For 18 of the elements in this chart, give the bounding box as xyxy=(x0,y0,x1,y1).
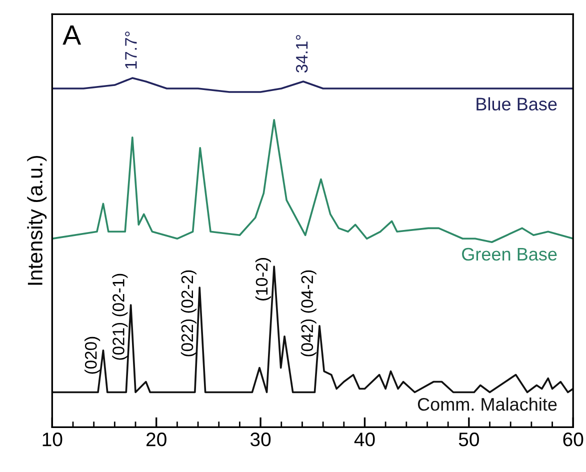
x-tick-label: 50 xyxy=(458,432,479,446)
series-label: Blue Base xyxy=(476,97,557,111)
x-tick-label: 10 xyxy=(42,432,62,446)
x-tick-label: 20 xyxy=(146,432,166,446)
annotation: (042) (04-2) xyxy=(300,270,316,356)
y-axis-title: Intensity (a.u.) xyxy=(27,156,47,285)
annotation: (021) (02-1) xyxy=(112,274,128,360)
x-tick-label: 30 xyxy=(250,432,271,446)
series-label: Green Base xyxy=(462,248,557,261)
annotation: 17.7° xyxy=(125,32,137,68)
annotation: (10-2) xyxy=(255,258,271,300)
x-tick-label: 40 xyxy=(354,432,375,446)
x-tick-label: 60 xyxy=(563,432,584,446)
annotation: (022) (02-2) xyxy=(180,270,196,356)
text: A xyxy=(62,26,82,45)
annotation: (020) xyxy=(84,336,100,374)
series-label: Comm. Malachite xyxy=(418,397,557,411)
annotation: 34.1° xyxy=(296,35,308,73)
